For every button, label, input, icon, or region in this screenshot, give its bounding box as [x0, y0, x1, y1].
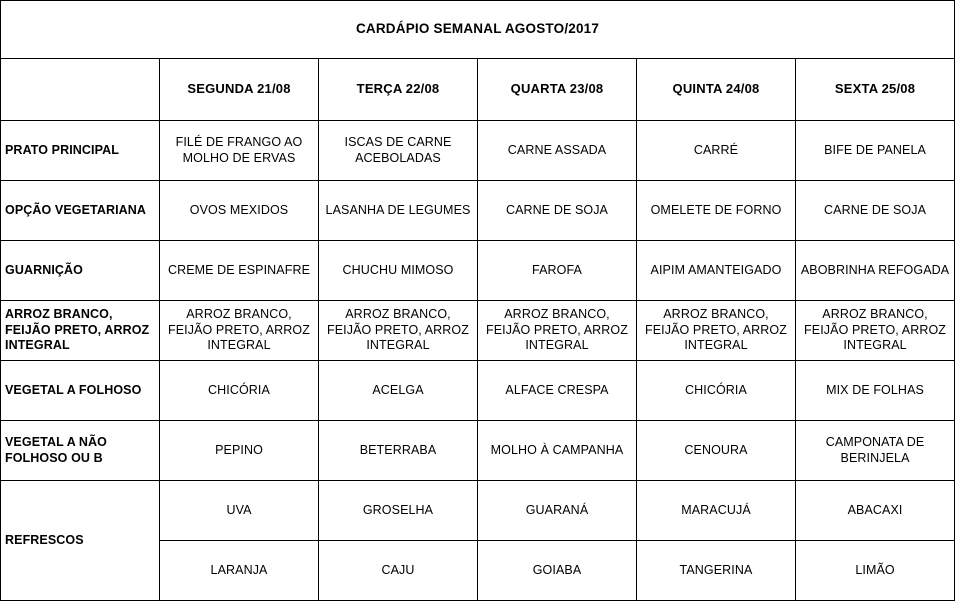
cell-guarnicao-segunda: CREME DE ESPINAFRE [159, 240, 319, 301]
day-header-sexta: SEXTA 25/08 [794, 58, 955, 121]
cell-refresco2-quarta: GOIABA [477, 540, 637, 601]
row-label-arroz-feijao: ARROZ BRANCO, FEIJÃO PRETO, ARROZ INTEGR… [0, 300, 160, 361]
cell-refresco1-quinta: MARACUJÁ [636, 480, 796, 541]
row-label-vegetal-nao-folhoso: VEGETAL A NÃO FOLHOSO OU B [0, 420, 160, 481]
cell-refresco1-sexta: ABACAXI [794, 480, 955, 541]
table-row-vegetal-nao-folhoso: VEGETAL A NÃO FOLHOSO OU B PEPINO BETERR… [0, 420, 955, 481]
day-header-terca: TERÇA 22/08 [318, 58, 478, 121]
cell-guarnicao-quarta: FAROFA [477, 240, 637, 301]
cell-vegetal-nao-folhoso-quarta: MOLHO À CAMPANHA [477, 420, 637, 481]
day-header-quinta: QUINTA 24/08 [636, 58, 796, 121]
cell-vegetal-nao-folhoso-terca: BETERRABA [318, 420, 478, 481]
day-header-row: SEGUNDA 21/08 TERÇA 22/08 QUARTA 23/08 Q… [0, 58, 955, 121]
cell-refresco1-terca: GROSELHA [318, 480, 478, 541]
page-title: CARDÁPIO SEMANAL AGOSTO/2017 [0, 0, 955, 59]
cell-arroz-feijao-segunda: ARROZ BRANCO, FEIJÃO PRETO, ARROZ INTEGR… [159, 300, 319, 361]
cell-vegetal-folhoso-terca: ACELGA [318, 360, 478, 421]
cell-prato-principal-segunda: FILÉ DE FRANGO AO MOLHO DE ERVAS [159, 120, 319, 181]
cell-vegetal-nao-folhoso-segunda: PEPINO [159, 420, 319, 481]
table-row-guarnicao: GUARNIÇÃO CREME DE ESPINAFRE CHUCHU MIMO… [0, 240, 955, 301]
cell-refresco1-segunda: UVA [159, 480, 319, 541]
row-label-refrescos: REFRESCOS [0, 480, 160, 601]
table-row-vegetal-folhoso: VEGETAL A FOLHOSO CHICÓRIA ACELGA ALFACE… [0, 360, 955, 421]
row-label-guarnicao: GUARNIÇÃO [0, 240, 160, 301]
cell-arroz-feijao-sexta: ARROZ BRANCO, FEIJÃO PRETO, ARROZ INTEGR… [794, 300, 955, 361]
cell-refresco2-quinta: TANGERINA [636, 540, 796, 601]
cell-refresco2-segunda: LARANJA [159, 540, 319, 601]
cell-prato-principal-quinta: CARRÉ [636, 120, 796, 181]
row-label-opcao-vegetariana: OPÇÃO VEGETARIANA [0, 180, 160, 241]
cell-opcao-vegetariana-sexta: CARNE DE SOJA [794, 180, 955, 241]
cell-refresco2-sexta: LIMÃO [794, 540, 955, 601]
cell-arroz-feijao-quinta: ARROZ BRANCO, FEIJÃO PRETO, ARROZ INTEGR… [636, 300, 796, 361]
cell-refresco1-quarta: GUARANÁ [477, 480, 637, 541]
cell-vegetal-folhoso-sexta: MIX DE FOLHAS [794, 360, 955, 421]
row-label-vegetal-folhoso: VEGETAL A FOLHOSO [0, 360, 160, 421]
cell-prato-principal-quarta: CARNE ASSADA [477, 120, 637, 181]
cell-vegetal-nao-folhoso-sexta: CAMPONATA DE BERINJELA [794, 420, 955, 481]
table-row-prato-principal: PRATO PRINCIPAL FILÉ DE FRANGO AO MOLHO … [0, 120, 955, 181]
cell-opcao-vegetariana-terca: LASANHA DE LEGUMES [318, 180, 478, 241]
day-header-quarta: QUARTA 23/08 [477, 58, 637, 121]
cell-vegetal-nao-folhoso-quinta: CENOURA [636, 420, 796, 481]
table-row-refrescos-line1: REFRESCOS UVA GROSELHA GUARANÁ MARACUJÁ … [0, 480, 955, 601]
cell-refresco2-terca: CAJU [318, 540, 478, 601]
table-row-refrescos-line2: LARANJA CAJU GOIABA TANGERINA LIMÃO [1, 540, 955, 601]
row-label-prato-principal: PRATO PRINCIPAL [0, 120, 160, 181]
table-row-arroz-feijao: ARROZ BRANCO, FEIJÃO PRETO, ARROZ INTEGR… [0, 300, 955, 361]
cell-guarnicao-terca: CHUCHU MIMOSO [318, 240, 478, 301]
title-row: CARDÁPIO SEMANAL AGOSTO/2017 [0, 0, 955, 59]
cell-guarnicao-sexta: ABOBRINHA REFOGADA [794, 240, 955, 301]
cell-arroz-feijao-quarta: ARROZ BRANCO, FEIJÃO PRETO, ARROZ INTEGR… [477, 300, 637, 361]
cell-guarnicao-quinta: AIPIM AMANTEIGADO [636, 240, 796, 301]
cell-opcao-vegetariana-segunda: OVOS MEXIDOS [159, 180, 319, 241]
day-header-segunda: SEGUNDA 21/08 [159, 58, 319, 121]
cell-vegetal-folhoso-segunda: CHICÓRIA [159, 360, 319, 421]
table-row-opcao-vegetariana: OPÇÃO VEGETARIANA OVOS MEXIDOS LASANHA D… [0, 180, 955, 241]
table-corner-cell [0, 58, 160, 121]
cell-prato-principal-terca: ISCAS DE CARNE ACEBOLADAS [318, 120, 478, 181]
cell-vegetal-folhoso-quinta: CHICÓRIA [636, 360, 796, 421]
cell-vegetal-folhoso-quarta: ALFACE CRESPA [477, 360, 637, 421]
cell-arroz-feijao-terca: ARROZ BRANCO, FEIJÃO PRETO, ARROZ INTEGR… [318, 300, 478, 361]
cell-prato-principal-sexta: BIFE DE PANELA [794, 120, 955, 181]
cell-opcao-vegetariana-quinta: OMELETE DE FORNO [636, 180, 796, 241]
cell-opcao-vegetariana-quarta: CARNE DE SOJA [477, 180, 637, 241]
